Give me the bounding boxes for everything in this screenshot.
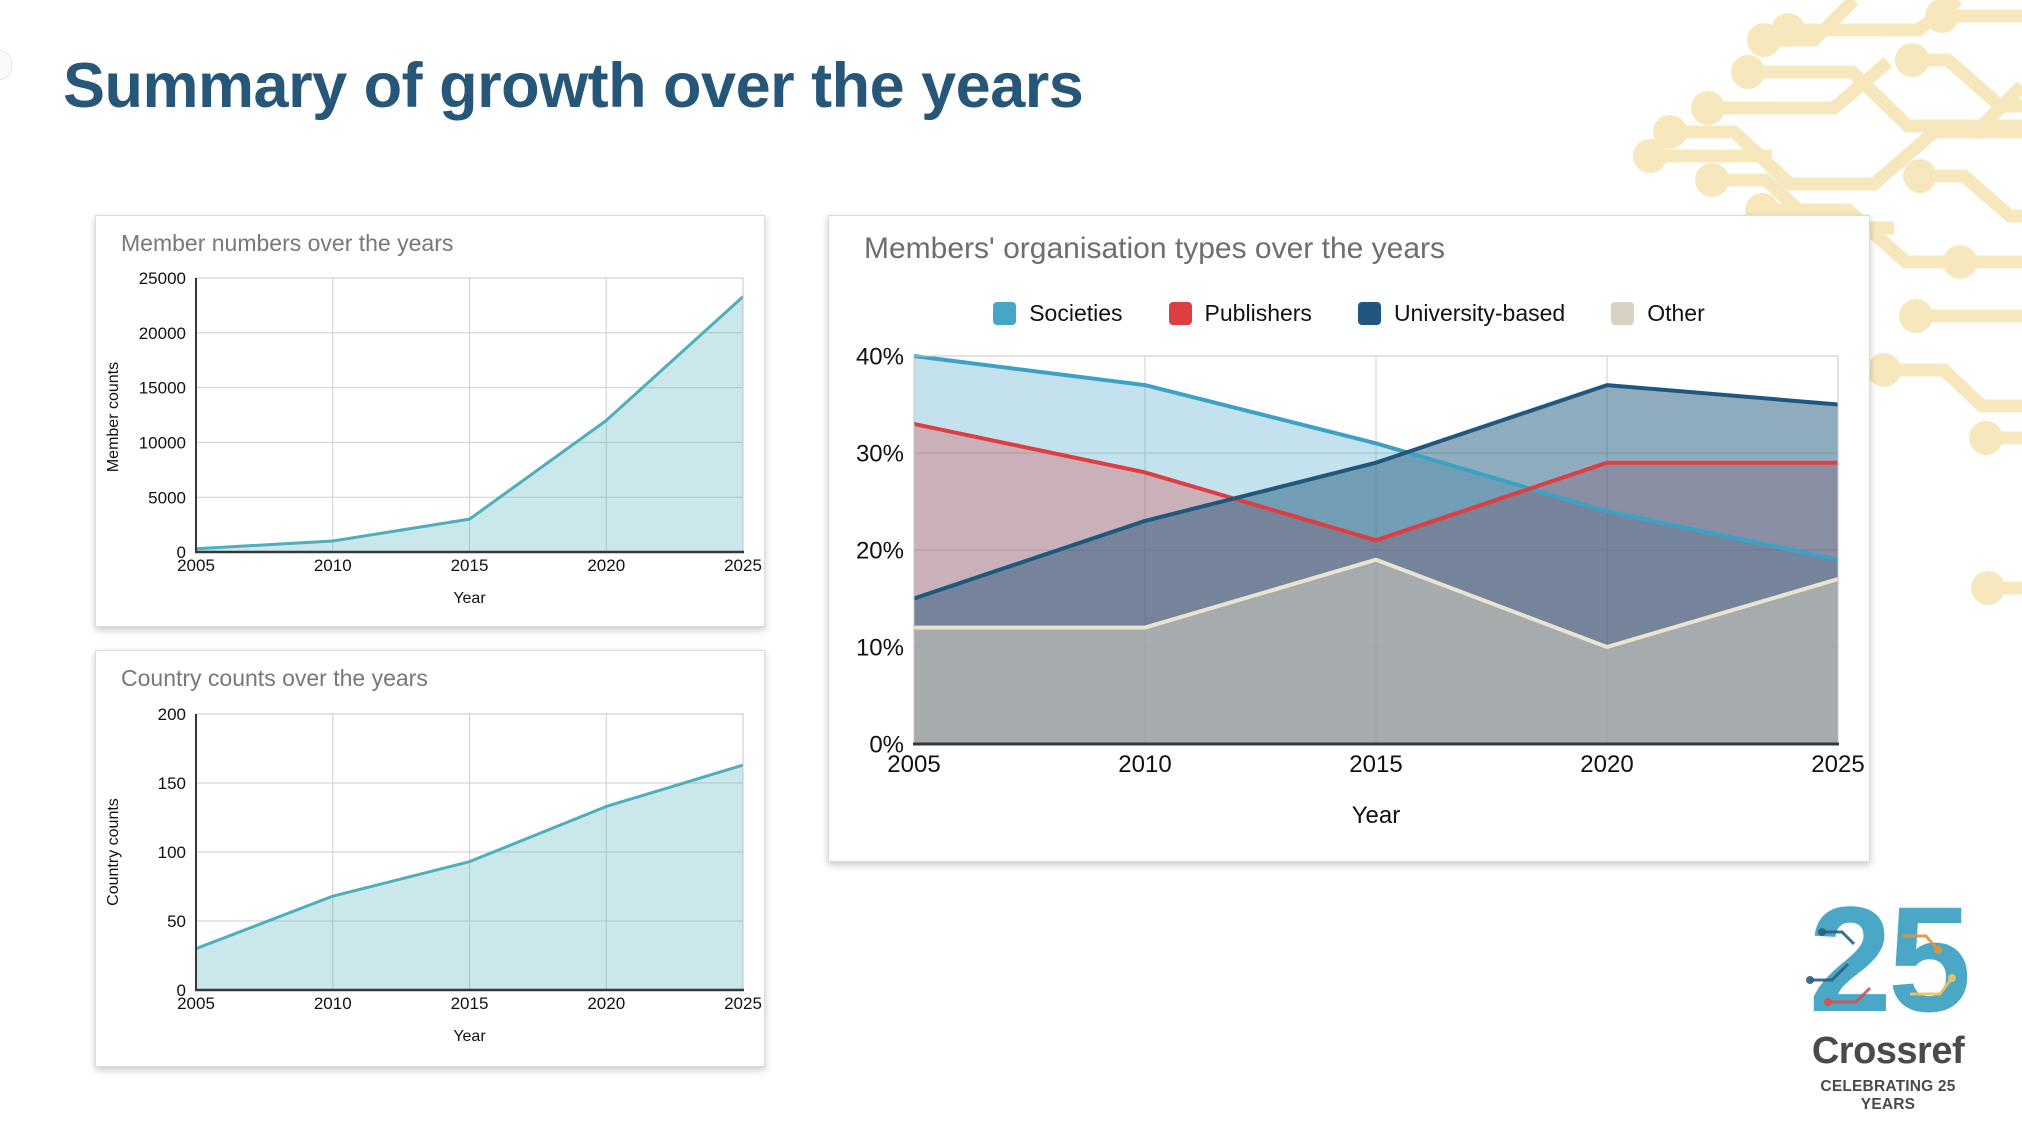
tick-labels: 0% 10% 20% 30% 40% 2005 2010 2015 2020 2025 bbox=[856, 344, 1865, 778]
crossref-logo: 25 Crossref CELEBRATING 25 bbox=[1798, 884, 1978, 1114]
line-other bbox=[914, 557, 1839, 649]
y-tick-label: 25000 bbox=[139, 269, 186, 288]
legend-label: Societies bbox=[1029, 300, 1123, 326]
x-tick-label: 2015 bbox=[1349, 751, 1402, 778]
members-chart-card: Member numbers over the years Member cou… bbox=[95, 215, 765, 627]
x-tick-label: 2020 bbox=[1580, 751, 1633, 778]
x-tick-label: 2005 bbox=[177, 556, 215, 575]
x-tick-label: 2015 bbox=[451, 994, 489, 1013]
x-tick-label: 2025 bbox=[724, 994, 762, 1013]
circuit-decoration-icon bbox=[1633, 0, 2022, 605]
y-tick-label: 15000 bbox=[139, 379, 186, 398]
legend-swatch-icon bbox=[1357, 302, 1381, 325]
y-tick-label: 200 bbox=[158, 705, 186, 724]
y-tick-label: 100 bbox=[158, 843, 186, 862]
x-tick-label: 2015 bbox=[451, 556, 489, 575]
x-tick-label: 2025 bbox=[724, 556, 762, 575]
left-edge-notch bbox=[0, 50, 12, 80]
x-tick-label: 2010 bbox=[314, 994, 352, 1013]
plot-frame bbox=[195, 277, 744, 554]
area-member-counts bbox=[196, 296, 743, 552]
logo-25-text: 25 bbox=[1808, 875, 1972, 1043]
y-tick-label: 30% bbox=[856, 441, 904, 468]
series-lines bbox=[195, 763, 744, 951]
series-lines bbox=[195, 295, 745, 551]
y-tick-label: 0 bbox=[177, 543, 186, 562]
x-tick-label: 2025 bbox=[1811, 751, 1864, 778]
y-tick-label: 10000 bbox=[139, 434, 186, 453]
y-tick-label: 150 bbox=[158, 774, 186, 793]
legend-item-societies: Societies bbox=[993, 300, 1123, 327]
series-areas bbox=[196, 765, 743, 990]
chart-legend: Societies Publishers University-based Other bbox=[829, 300, 1869, 327]
y-tick-label: 20% bbox=[856, 538, 904, 565]
series-lines bbox=[913, 354, 1839, 649]
line-member-counts bbox=[195, 295, 745, 551]
legend-swatch-icon bbox=[993, 302, 1017, 325]
y-tick-label: 40% bbox=[856, 344, 904, 371]
countries-area-chart: 0 50 100 150 200 2005 2010 2015 2020 2025 bbox=[158, 705, 762, 1013]
y-tick-label: 5000 bbox=[148, 488, 186, 507]
y-tick-label: 0% bbox=[869, 732, 904, 759]
x-tick-label: 2010 bbox=[1118, 751, 1171, 778]
x-tick-label: 2010 bbox=[314, 556, 352, 575]
legend-label: Other bbox=[1647, 300, 1705, 326]
line-publishers bbox=[913, 421, 1838, 543]
chart-title: Members' organisation types over the yea… bbox=[864, 232, 1446, 265]
logo-brand: Crossref bbox=[1811, 1030, 1965, 1072]
y-tick-label: 20000 bbox=[139, 324, 186, 343]
countries-chart-card: Country counts over the years Country co… bbox=[95, 650, 765, 1067]
x-tick-label: 2020 bbox=[587, 994, 625, 1013]
chart-title: Country counts over the years bbox=[121, 665, 428, 691]
x-axis-label: Year bbox=[453, 590, 486, 607]
line-country-counts bbox=[195, 763, 744, 951]
line-university-based bbox=[913, 383, 1839, 601]
x-tick-label: 2005 bbox=[887, 751, 940, 778]
y-tick-label: 50 bbox=[167, 912, 186, 931]
x-tick-label: 2020 bbox=[587, 556, 625, 575]
legend-item-other: Other bbox=[1611, 300, 1705, 327]
chart-title: Member numbers over the years bbox=[121, 230, 454, 256]
area-country-counts bbox=[196, 765, 743, 990]
tick-labels: 0 5000 10000 15000 20000 25000 2005 2010 2015 202… bbox=[139, 269, 762, 575]
tick-labels: 0 50 100 150 200 2005 2010 2015 2020 2025 bbox=[158, 705, 762, 1013]
org-types-chart-card: Members' organisation types over the yea… bbox=[828, 215, 1870, 862]
line-societies bbox=[913, 354, 1839, 562]
slide-title: Summary of growth over the years bbox=[63, 51, 1084, 121]
series-areas bbox=[196, 296, 743, 552]
members-area-chart: 0 5000 10000 15000 20000 25000 2005 2010 2015 202… bbox=[139, 269, 762, 575]
logo-25-number: 25 bbox=[1798, 884, 1978, 1034]
x-axis-label: Year bbox=[453, 1028, 486, 1045]
legend-swatch-icon bbox=[1611, 302, 1635, 325]
x-tick-label: 2005 bbox=[177, 994, 215, 1013]
y-tick-label: 0 bbox=[177, 981, 186, 1000]
legend-item-university-based: University-based bbox=[1357, 300, 1566, 327]
legend-label: University-based bbox=[1393, 300, 1566, 326]
legend-item-publishers: Publishers bbox=[1168, 300, 1312, 327]
area-other bbox=[914, 559, 1838, 744]
x-axis-label: Year bbox=[1351, 802, 1401, 829]
legend-label: Publishers bbox=[1204, 300, 1312, 326]
plot-frame bbox=[195, 713, 744, 992]
logo-tagline: CELEBRATING 25 YEARS bbox=[1820, 1078, 1956, 1113]
y-tick-label: 10% bbox=[856, 635, 904, 662]
org-types-area-chart: 0% 10% 20% 30% 40% 2005 2010 2015 2020 2025 bbox=[856, 344, 1865, 778]
legend-swatch-icon bbox=[1168, 302, 1192, 325]
plot-frame bbox=[913, 355, 1839, 746]
